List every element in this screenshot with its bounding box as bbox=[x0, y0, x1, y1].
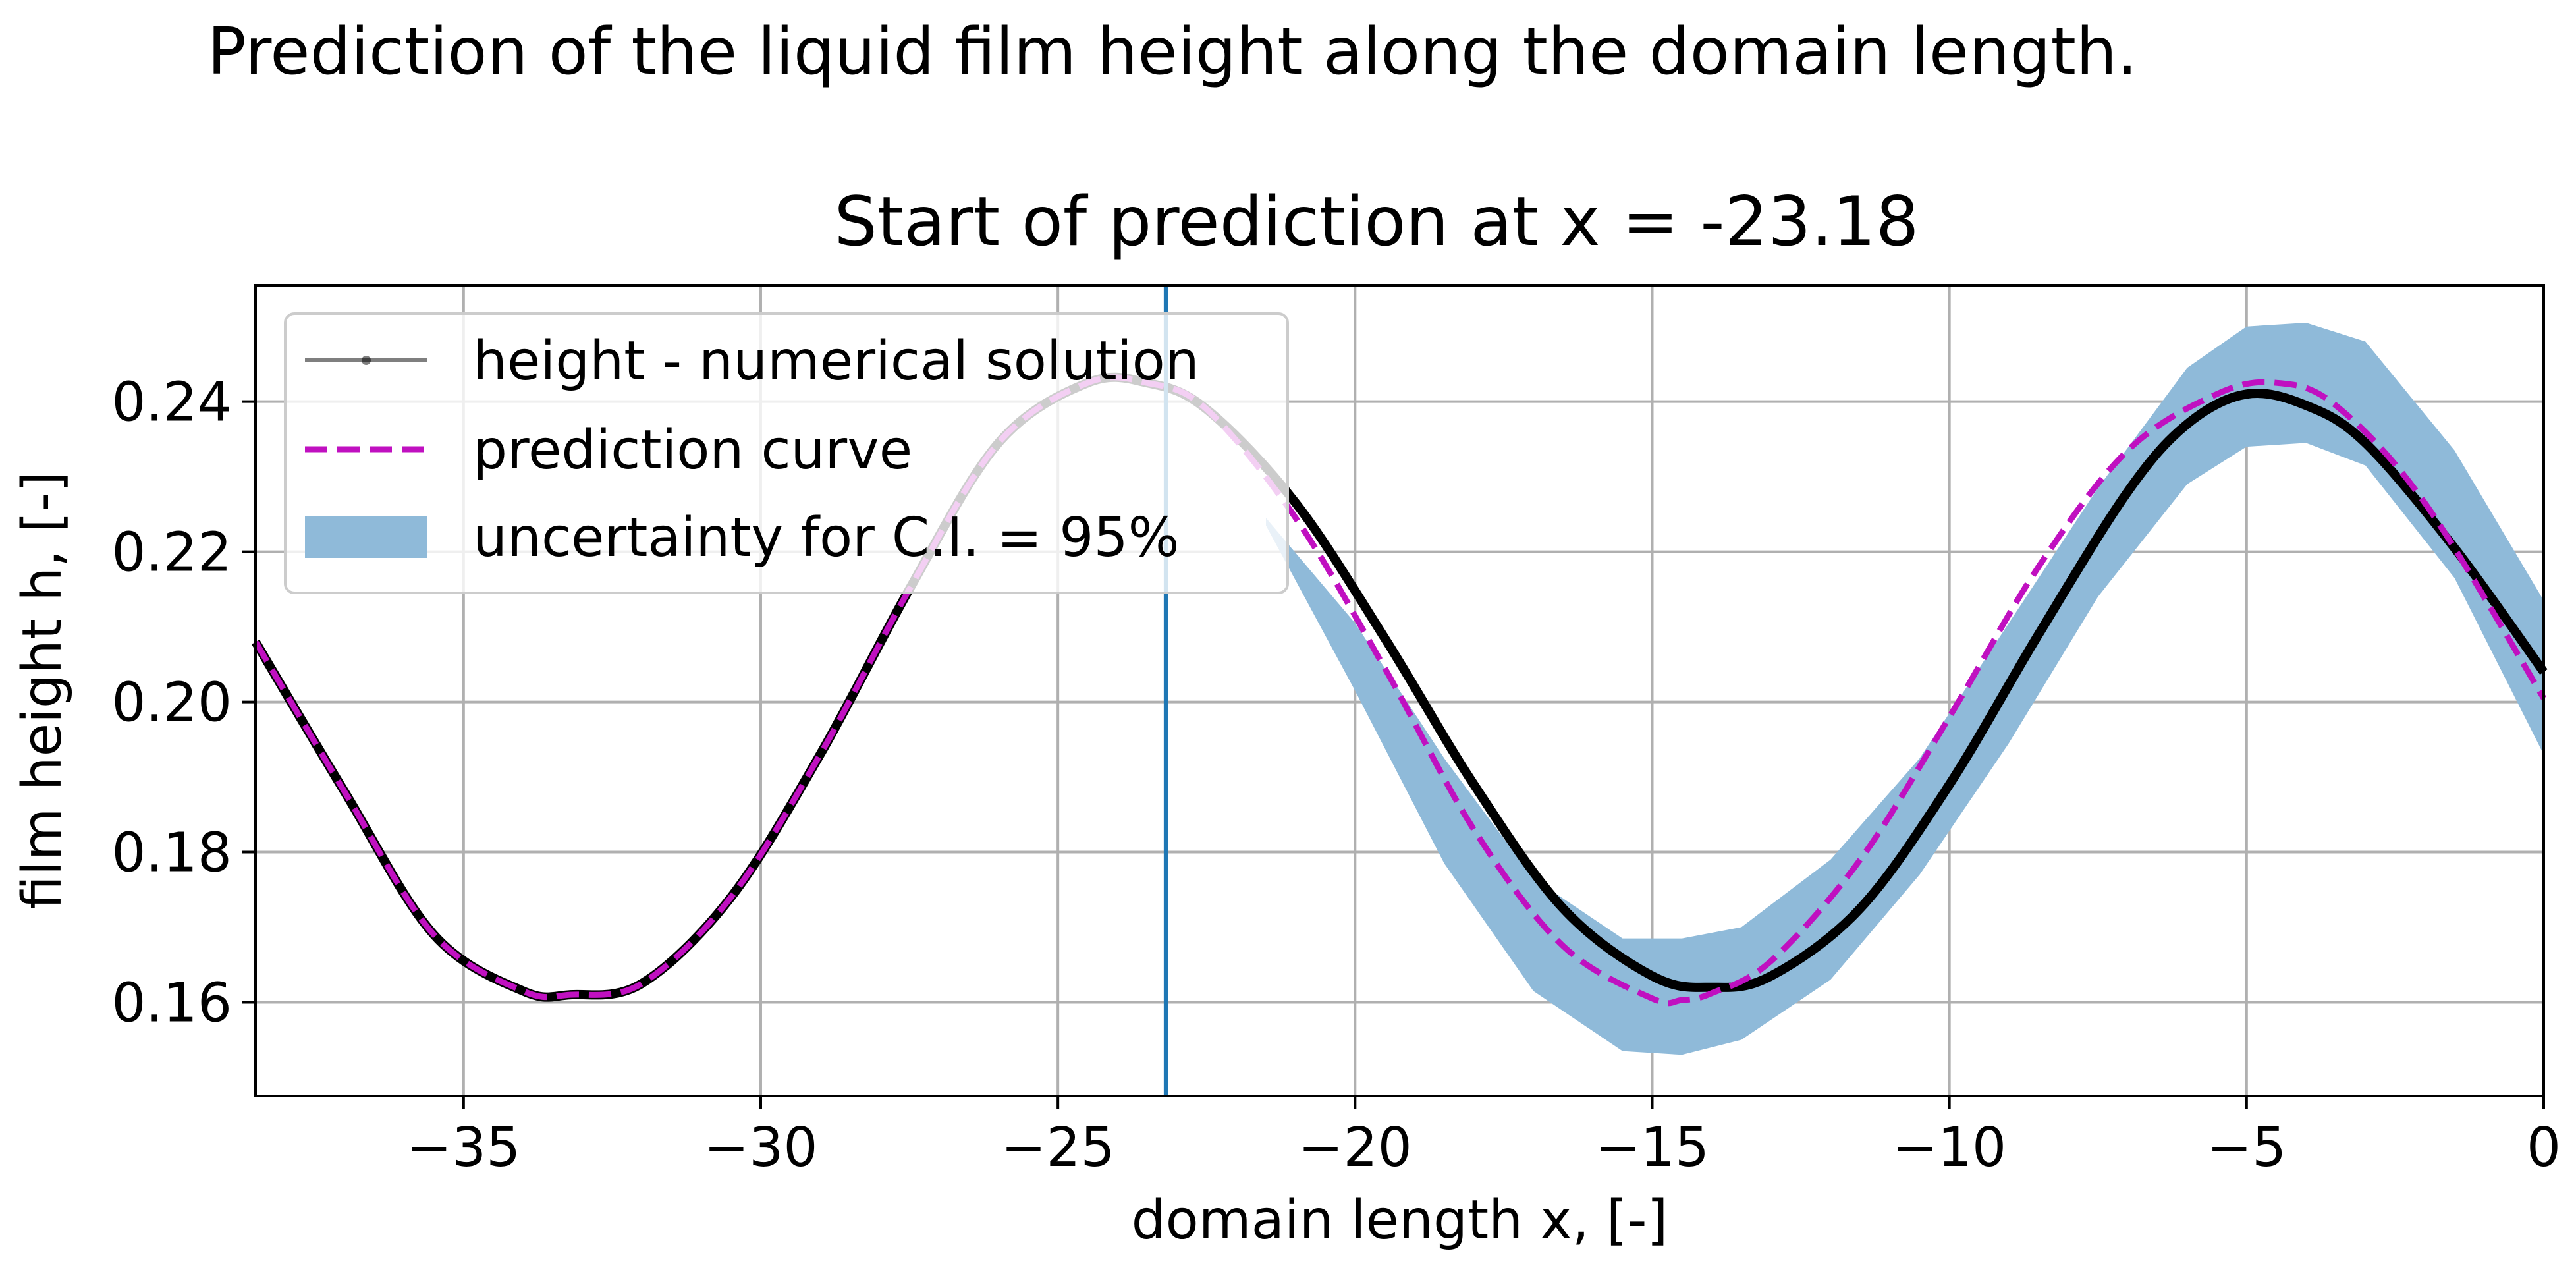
y-tick-label-0: 0.16 bbox=[111, 972, 232, 1035]
series-numerical-solution bbox=[251, 372, 2548, 1002]
x-tick-label-7: 0 bbox=[2527, 1117, 2561, 1179]
series-prediction-curve bbox=[253, 374, 2546, 1007]
figure-suptitle: Prediction of the liquid film height alo… bbox=[207, 14, 2137, 90]
x-tick-label-1: −30 bbox=[703, 1117, 817, 1179]
legend: height - numerical solution prediction c… bbox=[284, 312, 1289, 594]
y-axis-ticks: 0.16 0.18 0.20 0.22 0.24 bbox=[111, 372, 256, 1035]
y-tick-label-4: 0.24 bbox=[111, 372, 232, 434]
x-tick-label-4: −15 bbox=[1595, 1117, 1709, 1179]
x-tick-label-3: −20 bbox=[1298, 1117, 1412, 1179]
legend-marker-numerical bbox=[362, 356, 371, 365]
legend-swatch-uncertainty bbox=[305, 516, 427, 558]
x-axis-label: domain length x, [-] bbox=[1132, 1189, 1668, 1252]
x-tick-label-0: −35 bbox=[406, 1117, 520, 1179]
y-tick-label-3: 0.22 bbox=[111, 522, 232, 584]
plot-frame bbox=[254, 284, 2545, 1097]
x-tick-label-2: −25 bbox=[1001, 1117, 1115, 1179]
y-tick-label-1: 0.18 bbox=[111, 822, 232, 885]
legend-label-prediction: prediction curve bbox=[473, 419, 912, 482]
x-tick-label-6: −5 bbox=[2206, 1117, 2286, 1179]
chart-title: Start of prediction at x = -23.18 bbox=[835, 182, 1919, 262]
x-tick-label-5: −10 bbox=[1892, 1117, 2006, 1179]
y-axis-label: film height h, [-] bbox=[11, 471, 74, 910]
legend-box bbox=[284, 312, 1289, 594]
y-tick-label-2: 0.20 bbox=[111, 672, 232, 734]
series-layer bbox=[251, 372, 2548, 1007]
legend-label-uncertainty: uncertainty for C.I. = 95% bbox=[473, 507, 1180, 569]
x-axis-ticks: −35 −30 −25 −20 −15 −10 −5 0 bbox=[406, 1096, 2561, 1179]
legend-label-numerical: height - numerical solution bbox=[473, 330, 1199, 393]
